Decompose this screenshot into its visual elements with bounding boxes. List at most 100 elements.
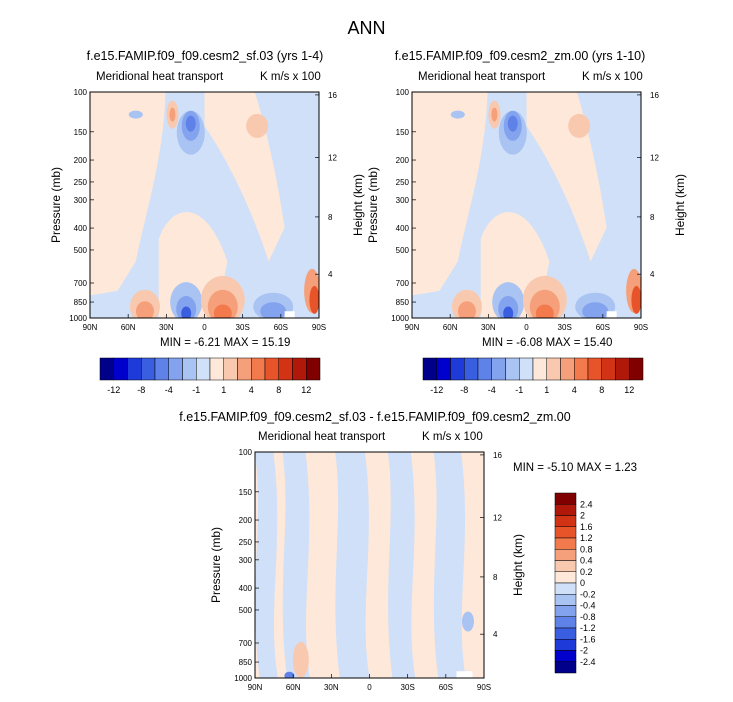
colorbar-box — [477, 357, 492, 381]
colorbar-label: -1.2 — [580, 623, 596, 633]
colorbar-box — [264, 357, 279, 381]
h-tick-label: 4 — [328, 270, 333, 279]
p-tick-label: 250 — [74, 178, 88, 187]
pos-region-nh — [90, 92, 166, 296]
h-tick-label: 12 — [328, 154, 337, 163]
colorbar-label: 4 — [572, 385, 577, 395]
colorbar-label: 0 — [580, 578, 585, 588]
colorbar-box — [223, 357, 238, 381]
p-tick-label: 400 — [396, 224, 410, 233]
h-tick-label: 12 — [650, 154, 659, 163]
p-tick-label: 850 — [396, 298, 410, 307]
p-tick-label: 300 — [239, 556, 253, 565]
panel-2-colorbar — [422, 357, 644, 381]
colorbar-box — [554, 560, 577, 572]
colorbar-label: 0.8 — [580, 544, 593, 554]
lat-tick-label: 90N — [248, 683, 263, 692]
colorbar-box — [554, 571, 577, 584]
colorbar-box — [554, 504, 577, 516]
panel-2-minmax: MIN = -6.08 MAX = 15.40 — [482, 337, 613, 349]
panel-1-title: f.e15.FAMIP.f09_f09.cesm2_sf.03 (yrs 1-4… — [86, 49, 324, 63]
low-neg-sh-core — [260, 302, 287, 318]
colorbar-box — [554, 515, 577, 527]
upper-neg-inner — [185, 115, 196, 132]
colorbar-label: -4 — [165, 385, 173, 395]
colorbar-box — [554, 627, 577, 640]
colorbar-label: 0.2 — [580, 567, 593, 577]
low-pos-nh-core — [135, 301, 154, 318]
p-tick-label: 700 — [74, 279, 88, 288]
colorbar-label: 12 — [624, 385, 634, 395]
lat-tick-label: 60S — [274, 323, 288, 332]
colorbar-label: -0.4 — [580, 601, 596, 611]
colorbar-label: -1.6 — [580, 634, 596, 644]
colorbar-box — [554, 661, 577, 674]
colorbar-box — [554, 594, 577, 606]
lat-tick-label: 60N — [443, 323, 458, 332]
p-tick-label: 500 — [396, 246, 410, 255]
colorbar-box — [519, 357, 534, 381]
lat-tick-label: 60S — [596, 323, 610, 332]
colorbar-label: 12 — [301, 385, 311, 395]
low-pos-trop-inner — [213, 304, 232, 318]
colorbar-box — [99, 357, 114, 381]
neg-band-5 — [433, 452, 466, 678]
colorbar-box — [554, 582, 577, 595]
h-tick-label: 4 — [493, 630, 498, 639]
colorbar-label: 1.6 — [580, 522, 593, 532]
colorbar-box — [554, 650, 577, 662]
colorbar-label: 4 — [249, 385, 254, 395]
colorbar-box — [113, 357, 128, 381]
lat-tick-label: 30N — [159, 323, 174, 332]
lat-tick-label: 30S — [558, 323, 572, 332]
p-tick-label: 100 — [396, 88, 410, 97]
colorbar-box — [554, 492, 577, 505]
colorbar-label: 2.4 — [580, 499, 593, 509]
low-neg-sh-core — [582, 302, 609, 318]
panel-3-title: f.e15.FAMIP.f09_f09.cesm2_sf.03 - f.e15.… — [179, 410, 571, 424]
colorbar-box — [615, 357, 630, 381]
panel-3-field — [254, 451, 485, 679]
lat-tick-label: 0 — [524, 323, 529, 332]
panel-3-colorbar — [554, 492, 577, 674]
panel-2-field — [411, 91, 642, 319]
panel-3-contours — [255, 452, 484, 678]
h-tick-label: 16 — [493, 451, 502, 460]
colorbar-box — [560, 357, 575, 381]
colorbar-box — [629, 357, 644, 381]
h-tick-label: 16 — [328, 91, 337, 100]
p-tick-label: 200 — [396, 156, 410, 165]
lat-tick-label: 90N — [83, 323, 98, 332]
panel-1-subtitle: Meridional heat transport — [96, 71, 224, 83]
missing-data — [456, 671, 473, 678]
colorbar-box — [546, 357, 561, 381]
lat-tick-label: 60S — [439, 683, 453, 692]
low-pos-trop-inner — [535, 304, 554, 318]
colorbar-box — [237, 357, 252, 381]
upper-pos-sh — [568, 113, 591, 138]
lat-tick-label: 90S — [634, 323, 648, 332]
colorbar-box — [292, 357, 307, 381]
colorbar-label: 0.4 — [580, 556, 593, 566]
p-tick-label: 500 — [239, 606, 253, 615]
p-tick-label: 300 — [396, 196, 410, 205]
upper-neg-inner — [507, 115, 518, 132]
p-tick-label: 200 — [239, 516, 253, 525]
colorbar-label: -4 — [488, 385, 496, 395]
p-tick-label: 150 — [74, 128, 88, 137]
h-tick-label: 8 — [328, 213, 333, 222]
upper-neg-nh — [450, 110, 465, 119]
colorbar-label: -8 — [137, 385, 145, 395]
colorbar-box — [464, 357, 479, 381]
panel-1-colorbar — [99, 357, 321, 381]
p-tick-label: 700 — [239, 639, 253, 648]
upper-pos-core — [491, 107, 498, 122]
colorbar-box — [574, 357, 589, 381]
colorbar-box — [554, 526, 577, 539]
colorbar-box — [554, 616, 577, 629]
panel-1-contours — [90, 92, 319, 318]
p-tick-label: 300 — [74, 196, 88, 205]
low-neg-spot — [284, 671, 295, 678]
lat-tick-label: 90S — [312, 323, 326, 332]
panel-1-minmax: MIN = -6.21 MAX = 15.19 — [160, 337, 291, 349]
